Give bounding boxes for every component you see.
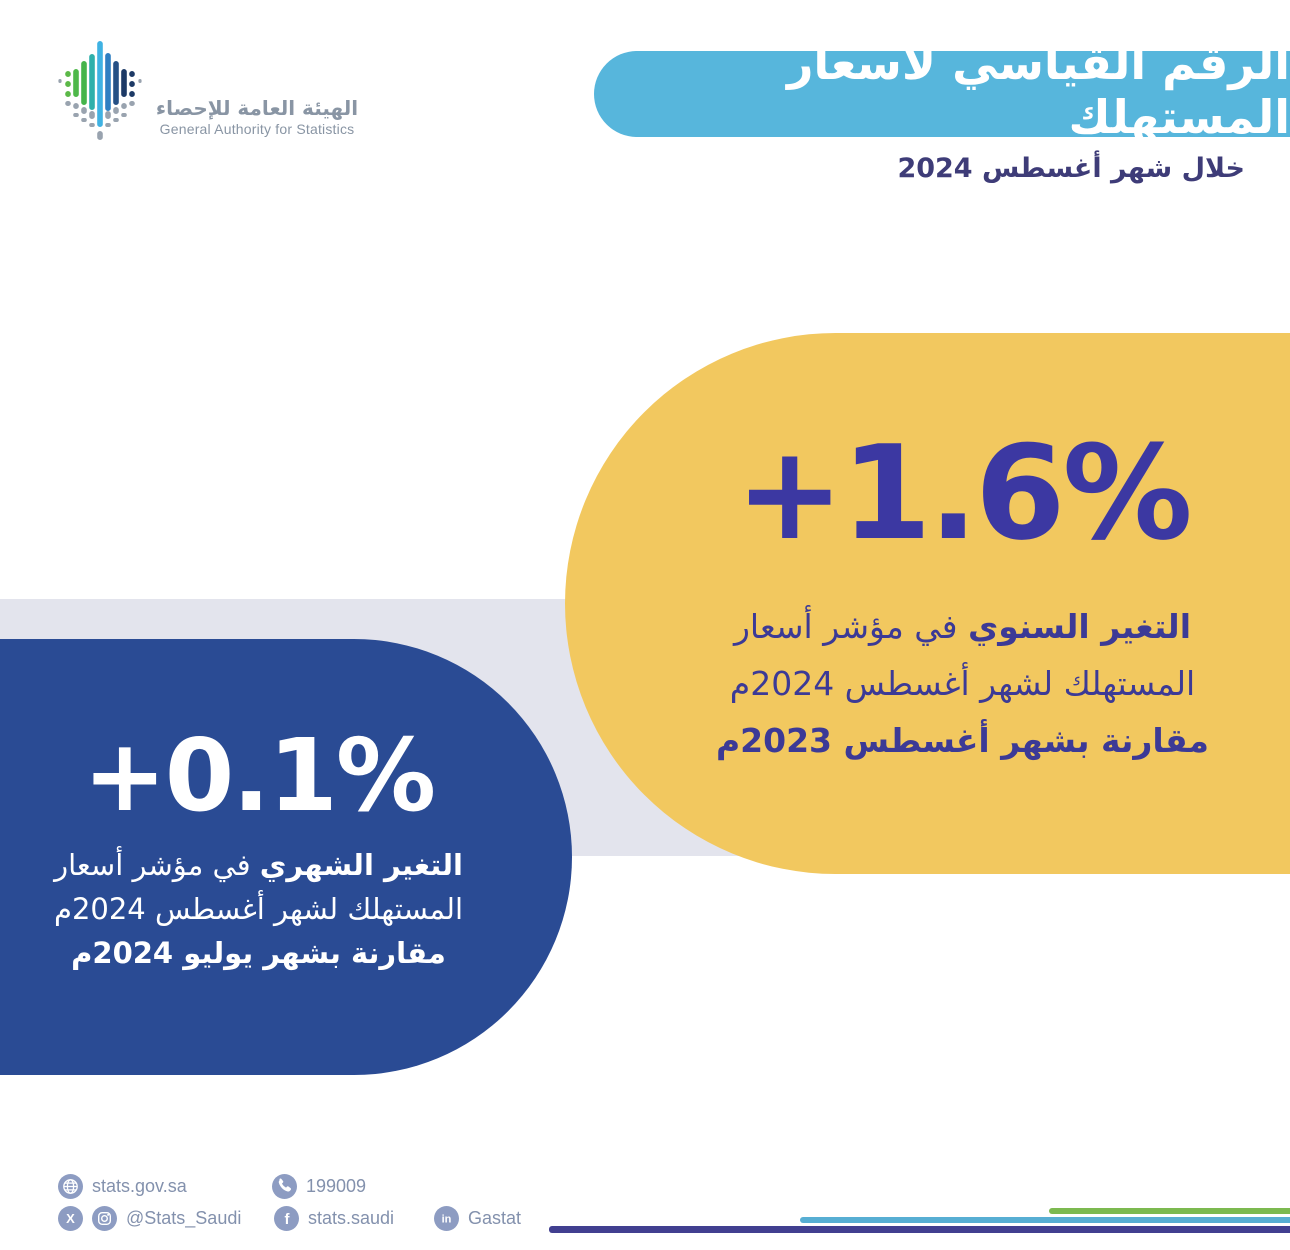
linkedin-icon: in xyxy=(434,1206,459,1231)
footer-facebook[interactable]: f stats.saudi xyxy=(274,1206,394,1231)
svg-text:in: in xyxy=(442,1214,452,1226)
page-subtitle: خلال شهر أغسطس 2024 xyxy=(897,153,1245,184)
x-twitter-icon: X xyxy=(58,1206,83,1231)
monthly-desc-line1: التغير الشهري في مؤشر أسعار xyxy=(54,848,463,882)
title-banner: الرقم القياسي لأسعار المستهلك xyxy=(594,36,1290,144)
monthly-desc-line2: المستهلك لشهر أغسطس 2024م xyxy=(53,892,464,926)
annual-change-card: +1.6% التغير السنوي في مؤشر أسعار المسته… xyxy=(565,333,1290,874)
decorative-rule-blue xyxy=(800,1217,1290,1223)
gastat-wordmark: الهيئة العامة للإحصاء General Authority … xyxy=(146,96,368,139)
facebook-icon: f xyxy=(274,1206,299,1231)
decorative-rule-indigo xyxy=(549,1226,1290,1233)
annual-desc-line1: التغير السنوي في مؤشر أسعار xyxy=(733,607,1192,646)
social-handle-label[interactable]: @Stats_Saudi xyxy=(126,1208,242,1228)
annual-desc-line2: المستهلك لشهر أغسطس 2024م xyxy=(729,664,1196,703)
annual-change-description: التغير السنوي في مؤشر أسعار المستهلك لشه… xyxy=(635,598,1290,769)
phone-icon xyxy=(272,1174,297,1199)
linkedin-label[interactable]: Gastat xyxy=(468,1208,522,1228)
svg-text:f: f xyxy=(285,1211,291,1228)
footer-phone[interactable]: 199009 xyxy=(272,1174,366,1199)
svg-text:X: X xyxy=(66,1211,75,1226)
footer-website[interactable]: stats.gov.sa xyxy=(58,1174,187,1199)
annual-change-value: +1.6% xyxy=(735,417,1192,569)
gastat-name-english: General Authority for Statistics xyxy=(159,121,355,137)
footer-linkedin[interactable]: in Gastat xyxy=(434,1206,521,1231)
globe-icon xyxy=(58,1174,83,1199)
monthly-change-value: +0.1% xyxy=(82,717,436,834)
phone-label[interactable]: 199009 xyxy=(306,1176,367,1196)
facebook-label[interactable]: stats.saudi xyxy=(308,1208,395,1228)
website-label[interactable]: stats.gov.sa xyxy=(92,1176,187,1196)
monthly-desc-line3: مقارنة بشهر يوليو 2024م xyxy=(71,936,446,970)
decorative-rule-green xyxy=(1049,1208,1290,1214)
monthly-change-description: التغير الشهري في مؤشر أسعار المستهلك لشه… xyxy=(0,843,517,975)
annual-desc-line3: مقارنة بشهر أغسطس 2023م xyxy=(715,721,1209,760)
footer-social-handle[interactable]: X @Stats_Saudi xyxy=(58,1206,241,1231)
gastat-name-arabic: الهيئة العامة للإحصاء xyxy=(155,96,359,120)
instagram-icon xyxy=(92,1206,117,1231)
monthly-change-card: +0.1% التغير الشهري في مؤشر أسعار المسته… xyxy=(0,639,572,1075)
gastat-logo-icon xyxy=(58,41,142,140)
page-title: الرقم القياسي لأسعار المستهلك xyxy=(786,36,1290,144)
